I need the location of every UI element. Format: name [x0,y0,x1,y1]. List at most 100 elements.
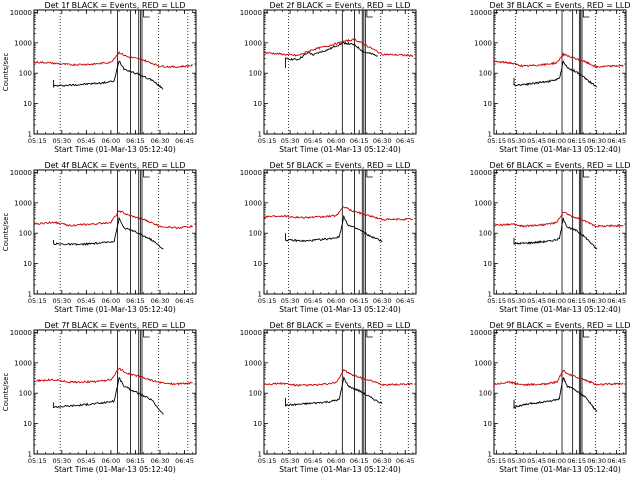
y-tick-label: 100 [479,70,492,78]
x-tick-label: 05:15 [487,457,506,465]
y-tick-label: 10 [253,100,262,108]
y-axis-label: Counts/sec [2,213,10,252]
y-tick-label: 10000 [10,329,32,337]
x-axis-label: Start Time (01-Mar-13 05:12:40) [499,305,621,314]
y-tick-label: 1000 [474,359,492,367]
x-tick-label: 05:45 [77,297,96,305]
x-tick-label: 05:45 [527,457,546,465]
plot-frame [263,169,417,295]
events-series-line [513,60,598,88]
y-tick-label: 1 [28,291,32,299]
y-tick-label: 100 [19,390,32,398]
y-tick-label: 1000 [244,39,262,47]
x-tick-label: 05:30 [52,457,71,465]
x-tick-label: 05:30 [281,137,300,145]
flag-marker [582,10,590,18]
y-tick-label: 1 [258,131,262,139]
x-tick-label: 05:30 [507,297,526,305]
x-tick-label: 05:45 [304,457,323,465]
y-tick-label: 10000 [10,9,32,17]
y-tick-label: 10 [483,420,492,428]
plot-area [34,210,193,250]
events-series-line [513,217,598,250]
x-axis-label: Start Time (01-Mar-13 05:12:40) [499,465,621,474]
lld-series-line [34,210,193,230]
x-tick-label: 05:30 [507,457,526,465]
events-series-line [513,377,598,412]
x-tick-label: 06:15 [126,137,145,145]
plot-frame [493,9,627,135]
x-tick-label: 06:15 [567,457,586,465]
plot-frame [33,329,197,455]
x-tick-label: 06:15 [350,137,369,145]
x-axis-label: Start Time (01-Mar-13 05:12:40) [54,145,176,154]
lld-series-line [494,51,624,69]
plot-frame [33,169,197,295]
plot-area [264,38,414,68]
plot-area [264,206,414,243]
y-tick-label: 10000 [240,9,262,17]
x-tick-label: 06:00 [327,457,346,465]
lld-series-line [264,38,414,58]
events-series-line [285,214,383,243]
detector-panel-8: Det 8f BLACK = Events, RED = LLD 1 10 100 10… [240,321,417,474]
x-tick-label: 05:15 [28,457,47,465]
x-tick-label: 06:45 [175,297,194,305]
plot-area [494,369,624,412]
x-tick-label: 05:45 [77,457,96,465]
events-series-line [53,376,164,415]
y-tick-label: 1000 [244,359,262,367]
y-tick-label: 10 [23,260,32,268]
y-tick-label: 100 [249,390,262,398]
flag-marker [366,330,373,338]
y-axis-label: Counts/sec [2,373,10,412]
lld-series-line [34,367,193,386]
x-tick-label: 05:45 [77,137,96,145]
x-tick-label: 05:15 [487,297,506,305]
y-tick-label: 1 [28,451,32,459]
lld-series-line [494,369,624,387]
x-axis-label: Start Time (01-Mar-13 05:12:40) [54,305,176,314]
y-tick-label: 10 [253,420,262,428]
lld-series-line [264,368,413,387]
y-tick-label: 1000 [14,359,32,367]
y-tick-label: 1000 [14,199,32,207]
y-tick-label: 1 [28,131,32,139]
y-tick-label: 10 [483,100,492,108]
x-tick-label: 06:30 [151,297,170,305]
x-tick-label: 06:30 [587,297,606,305]
x-tick-label: 06:45 [175,137,194,145]
detector-panel-2: Det 2f BLACK = Events, RED = LLD 1 10 100 10… [240,1,417,154]
x-tick-label: 05:30 [507,137,526,145]
x-tick-label: 06:15 [567,297,586,305]
y-tick-label: 100 [479,390,492,398]
x-axis-label: Start Time (01-Mar-13 05:12:40) [54,465,176,474]
plot-area [34,367,193,415]
y-tick-label: 1 [488,291,492,299]
x-tick-label: 06:45 [607,137,626,145]
x-tick-label: 06:30 [373,297,392,305]
x-tick-label: 05:15 [487,137,506,145]
y-tick-label: 10000 [10,169,32,177]
chart-title: Det 6f BLACK = Events, RED = LLD [489,161,630,170]
x-tick-label: 06:45 [607,457,626,465]
x-tick-label: 05:45 [527,297,546,305]
flag-marker [366,10,373,18]
lld-series-line [264,206,414,221]
events-series-line [285,41,378,68]
chart-title: Det 1f BLACK = Events, RED = LLD [44,1,185,10]
chart-title: Det 4f BLACK = Events, RED = LLD [44,161,185,170]
y-tick-label: 1 [488,131,492,139]
chart-title: Det 8f BLACK = Events, RED = LLD [269,321,410,330]
flag-marker [143,10,150,18]
x-tick-label: 05:45 [304,297,323,305]
events-series-line [53,60,164,90]
x-tick-label: 06:00 [547,457,566,465]
plot-frame [263,329,417,455]
y-tick-label: 10 [23,100,32,108]
x-tick-label: 05:30 [281,457,300,465]
x-axis-label: Start Time (01-Mar-13 05:12:40) [279,145,401,154]
plot-area [494,51,624,88]
detector-panel-4: Det 4f BLACK = Events, RED = LLD 1 10 100 10… [2,161,197,314]
